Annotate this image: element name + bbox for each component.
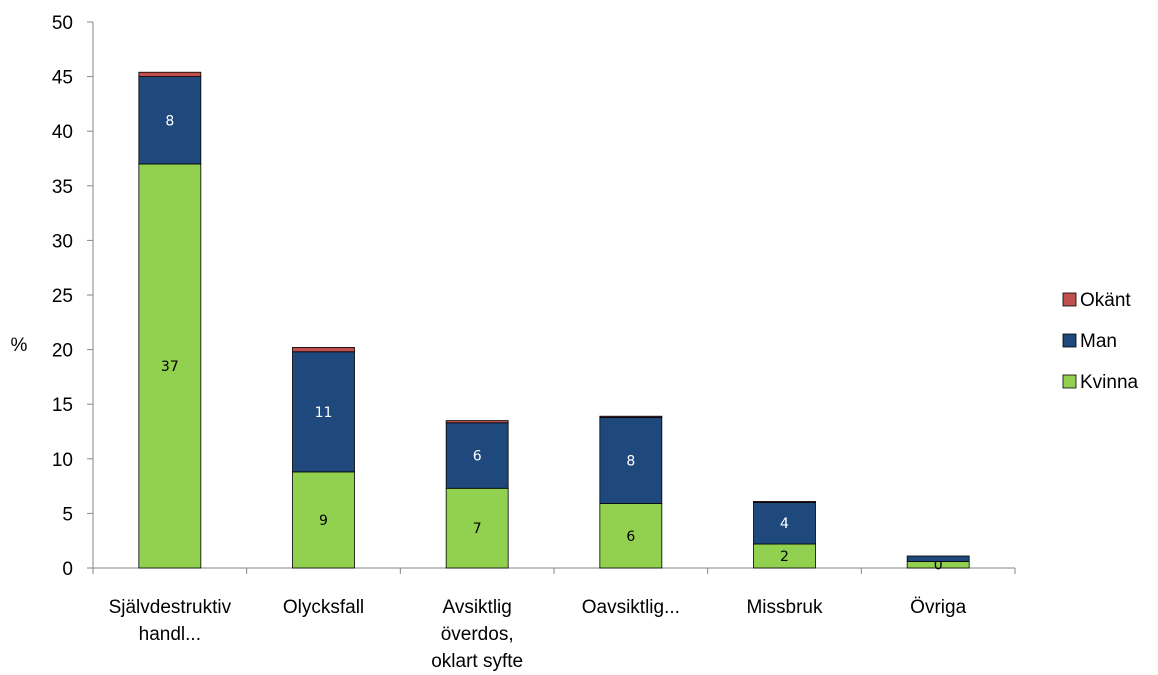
y-tick-label: 40 (52, 122, 73, 143)
y-tick-label: 50 (52, 13, 73, 34)
data-label-kvinna: 7 (473, 521, 482, 537)
bar-segment-man (445, 422, 509, 489)
data-label-man: 6 (473, 449, 482, 465)
y-tick-label: 30 (52, 231, 73, 252)
data-label-kvinna: 37 (161, 359, 179, 375)
data-label-man: 8 (626, 453, 635, 469)
bar-segment-kvinna (753, 543, 816, 569)
x-category-label: oklart syfte (431, 651, 523, 672)
bar-segment-okänt (445, 420, 509, 424)
data-label-kvinna: 6 (626, 529, 635, 545)
y-axis-label: % (11, 335, 28, 356)
legend-label-kvinna: Kvinna (1080, 372, 1139, 393)
y-tick-label: 15 (52, 395, 73, 416)
bar-segment-kvinna (445, 487, 509, 569)
y-tick-label: 45 (52, 68, 73, 89)
data-label-man: 4 (780, 516, 789, 532)
bar-segment-kvinna (599, 503, 663, 569)
data-label-man: 8 (165, 113, 174, 129)
x-category-label: Missbruk (746, 597, 823, 618)
bar-segment-man (906, 555, 970, 562)
y-tick-label: 5 (62, 504, 73, 525)
y-tick-label: 35 (52, 177, 73, 198)
bar-segment-okänt (753, 500, 816, 503)
y-tick-label: 10 (52, 450, 73, 471)
data-label-man: 11 (315, 405, 333, 421)
x-category-label: Oavsiktlig... (582, 597, 680, 618)
x-category-label: handl... (139, 624, 201, 645)
bar-segment-man (292, 351, 355, 473)
legend-label-man: Man (1080, 331, 1117, 352)
x-category-label: Olycksfall (283, 597, 364, 618)
x-category-label: Avsiktlig (442, 597, 511, 618)
bar-segment-man (753, 502, 816, 545)
bar-segment-kvinna (292, 471, 355, 569)
bar-segment-okänt (138, 71, 202, 78)
y-tick-label: 0 (62, 559, 73, 580)
y-tick-label: 25 (52, 286, 73, 307)
bar-segment-man (599, 416, 663, 504)
bar-segment-okänt (599, 415, 663, 418)
bar-segment-kvinna (138, 163, 202, 569)
legend-swatch-okänt (1062, 292, 1077, 307)
data-label-kvinna: 2 (780, 549, 789, 565)
x-category-label: Självdestruktiv (109, 597, 232, 618)
legend-swatch-man (1062, 333, 1077, 348)
legend-swatch-kvinna (1062, 374, 1077, 389)
x-category-label: Övriga (910, 597, 966, 618)
y-tick-label: 20 (52, 341, 73, 362)
bar-segment-man (138, 76, 202, 165)
x-category-label: överdos, (441, 624, 514, 645)
data-label-kvinna: 9 (319, 513, 328, 529)
legend-label-okänt: Okänt (1080, 290, 1131, 311)
data-label-kvinna: 0 (934, 558, 943, 574)
bar-segment-okänt (292, 347, 355, 353)
